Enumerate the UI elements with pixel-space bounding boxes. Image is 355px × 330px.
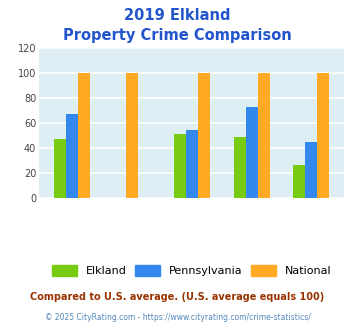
Bar — [186, 130, 198, 198]
Bar — [246, 107, 257, 198]
Text: Compared to U.S. average. (U.S. average equals 100): Compared to U.S. average. (U.S. average … — [31, 292, 324, 302]
Bar — [54, 139, 66, 198]
Legend: Elkland, Pennsylvania, National: Elkland, Pennsylvania, National — [49, 261, 334, 280]
Bar — [66, 114, 78, 198]
Bar — [305, 142, 317, 198]
Text: © 2025 CityRating.com - https://www.cityrating.com/crime-statistics/: © 2025 CityRating.com - https://www.city… — [45, 313, 310, 322]
Bar — [234, 137, 246, 198]
Bar — [198, 73, 210, 198]
Text: 2019 Elkland: 2019 Elkland — [124, 8, 231, 23]
Text: Property Crime Comparison: Property Crime Comparison — [63, 28, 292, 43]
Bar — [257, 73, 269, 198]
Bar — [174, 134, 186, 198]
Bar — [294, 165, 305, 198]
Bar — [78, 73, 90, 198]
Bar — [317, 73, 329, 198]
Bar — [126, 73, 138, 198]
